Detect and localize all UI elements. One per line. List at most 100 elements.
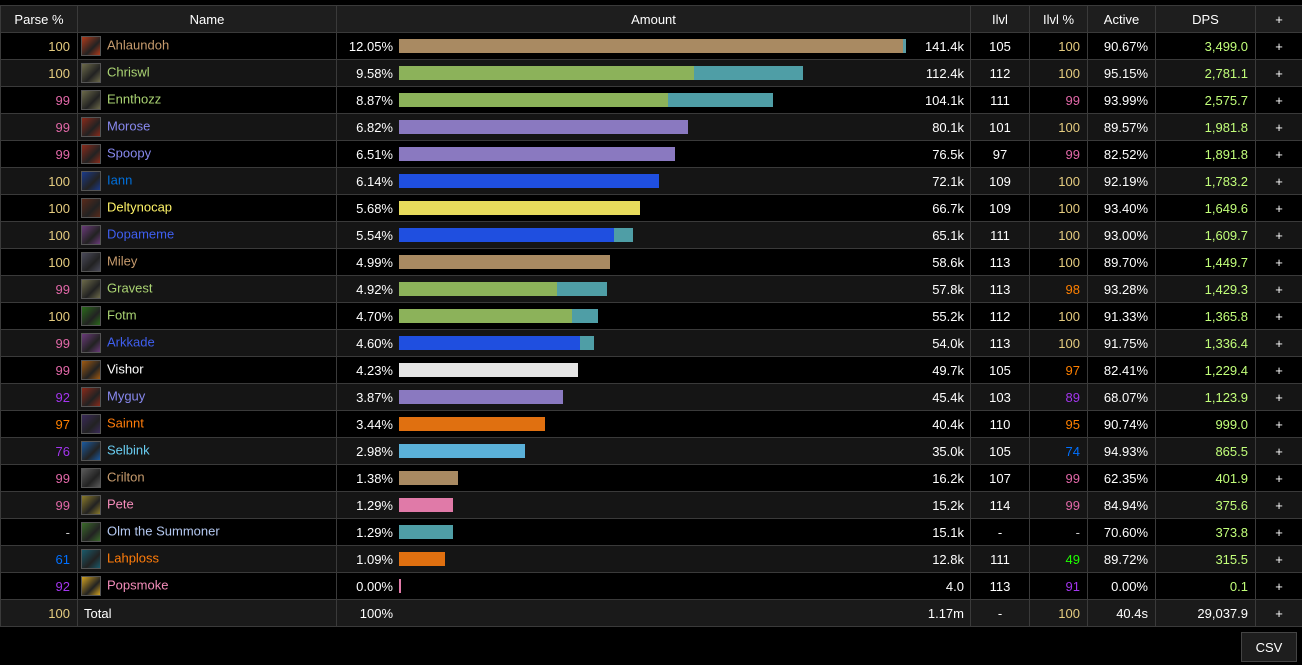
table-row[interactable]: 100 Ahlaundoh 12.05% 141.4k 105 100 90.67% 3,49… [0,32,1302,60]
expand-button[interactable]: + [1255,275,1302,303]
player-name[interactable]: Sainnt [107,415,144,431]
header-ilvl[interactable]: Ilvl [970,5,1030,33]
player-name[interactable]: Deltynocap [107,199,173,215]
player-name[interactable]: Chriswl [107,64,150,80]
expand-button[interactable]: + [1255,545,1302,573]
expand-button[interactable]: + [1255,194,1302,222]
player-name[interactable]: Selbink [107,442,150,458]
table-row[interactable]: - Olm the Summoner 1.29% 15.1k - -70.60% 373.8… [0,518,1302,546]
name-cell[interactable]: Olm the Summoner [77,518,337,546]
name-cell[interactable]: Lahploss [77,545,337,573]
expand-button[interactable]: + [1255,140,1302,168]
name-cell[interactable]: Selbink [77,437,337,465]
expand-button[interactable]: + [1255,167,1302,195]
table-row[interactable]: 100 Deltynocap 5.68% 66.7k 109 100 93.40% 1,649… [0,194,1302,222]
header-name[interactable]: Name [77,5,337,33]
table-row[interactable]: 92 Myguy 3.87% 45.4k 103 89 68.07% 1,123.9 + [0,383,1302,411]
table-row[interactable]: 92 Popsmoke 0.00% 4.0 113 91 0.00% 0.1 + [0,572,1302,600]
expand-button[interactable]: + [1255,113,1302,141]
player-name[interactable]: Miley [107,253,138,269]
player-name[interactable]: Myguy [107,388,146,404]
expand-button[interactable]: + [1255,356,1302,384]
name-cell[interactable]: Myguy [77,383,337,411]
name-cell[interactable]: Ahlaundoh [77,32,337,60]
player-name[interactable]: Crilton [107,469,145,485]
name-cell[interactable]: Popsmoke [77,572,337,600]
name-cell[interactable]: Morose [77,113,337,141]
player-name[interactable]: Spoopy [107,145,152,161]
expand-button[interactable]: + [1255,464,1302,492]
player-name[interactable]: Vishor [107,361,144,377]
expand-button[interactable]: + [1255,221,1302,249]
expand-button[interactable]: + [1255,572,1302,600]
player-name[interactable]: Morose [107,118,151,134]
table-row[interactable]: 99 Ennthozz 8.87% 104.1k 111 99 93.99% 2,575.7 + [0,86,1302,114]
player-name[interactable]: Ennthozz [107,91,162,107]
amount-cell: 9.58% 112.4k [336,59,971,87]
name-cell[interactable]: Dopameme [77,221,337,249]
expand-button[interactable]: + [1255,32,1302,60]
player-name[interactable]: Gravest [107,280,153,296]
expand-button[interactable]: + [1255,383,1302,411]
name-cell[interactable]: Fotm [77,302,337,330]
table-row[interactable]: 99 Arkkade 4.60% 54.0k 113 100 91.75% 1,336.4 + [0,329,1302,357]
player-name[interactable]: Popsmoke [107,577,169,593]
name-cell[interactable]: Iann [77,167,337,195]
header-plus[interactable]: + [1255,5,1302,33]
table-row[interactable]: 100 Chriswl 9.58% 112.4k 112 100 95.15% 2,781.1… [0,59,1302,87]
header-dps[interactable]: DPS [1155,5,1256,33]
player-name[interactable]: Pete [107,496,134,512]
table-row[interactable]: 99 Vishor 4.23% 49.7k 105 97 82.41% 1,229.4 + [0,356,1302,384]
amount-bar [399,498,453,512]
expand-button[interactable]: + [1255,437,1302,465]
csv-button[interactable]: CSV [1241,632,1297,662]
table-row[interactable]: 100 Fotm 4.70% 55.2k 112 100 91.33% 1,365.8 + [0,302,1302,330]
player-name[interactable]: Ahlaundoh [107,37,170,53]
name-cell[interactable]: Pete [77,491,337,519]
name-cell[interactable]: Spoopy [77,140,337,168]
expand-button[interactable]: + [1255,329,1302,357]
name-cell[interactable]: Ennthozz [77,86,337,114]
header-parse[interactable]: Parse % [0,5,78,33]
expand-button[interactable]: + [1255,248,1302,276]
table-row[interactable]: 99 Morose 6.82% 80.1k 101 100 89.57% 1,981.8 + [0,113,1302,141]
expand-button[interactable]: + [1255,59,1302,87]
header-ilvl-pct[interactable]: Ilvl % [1029,5,1088,33]
player-name[interactable]: Arkkade [107,334,155,350]
table-row[interactable]: 97 Sainnt 3.44% 40.4k 110 95 90.74% 999.0 + [0,410,1302,438]
expand-button[interactable]: + [1255,518,1302,546]
expand-button[interactable]: + [1255,410,1302,438]
table-row[interactable]: 99 Pete 1.29% 15.2k 114 99 84.94% 375.6 + [0,491,1302,519]
name-cell[interactable]: Deltynocap [77,194,337,222]
header-active[interactable]: Active [1087,5,1156,33]
expand-button[interactable]: + [1255,86,1302,114]
table-row[interactable]: 100 Miley 4.99% 58.6k 113 100 89.70% 1,449.7 + [0,248,1302,276]
name-cell[interactable]: Gravest [77,275,337,303]
player-name[interactable]: Iann [107,172,133,188]
player-name[interactable]: Fotm [107,307,137,323]
name-cell[interactable]: Crilton [77,464,337,492]
table-row[interactable]: 100 Dopameme 5.54% 65.1k 111 100 93.00% 1,609.7… [0,221,1302,249]
header-amount[interactable]: Amount [336,5,971,33]
total-expand-button[interactable]: + [1255,599,1302,627]
expand-button[interactable]: + [1255,302,1302,330]
table-row[interactable]: 61 Lahploss 1.09% 12.8k 111 49 89.72% 315.5 + [0,545,1302,573]
ilvl-pct-cell: 100 [1029,221,1088,249]
expand-button[interactable]: + [1255,491,1302,519]
table-row[interactable]: 99 Gravest 4.92% 57.8k 113 98 93.28% 1,429.3 + [0,275,1302,303]
name-cell[interactable]: Miley [77,248,337,276]
name-cell[interactable]: Sainnt [77,410,337,438]
name-cell[interactable]: Arkkade [77,329,337,357]
name-cell[interactable]: Chriswl [77,59,337,87]
warrior-icon [81,252,101,272]
table-row[interactable]: 76 Selbink 2.98% 35.0k 105 74 94.93% 865.5 + [0,437,1302,465]
player-name[interactable]: Olm the Summoner [107,523,220,539]
player-name[interactable]: Dopameme [107,226,175,242]
table-row[interactable]: 100 Iann 6.14% 72.1k 109 100 92.19% 1,783.2 + [0,167,1302,195]
amount-cell: 4.70% 55.2k [336,302,971,330]
table-row[interactable]: 99 Crilton 1.38% 16.2k 107 99 62.35% 401.9 + [0,464,1302,492]
ilvl-pct-cell: 100 [1029,32,1088,60]
table-row[interactable]: 99 Spoopy 6.51% 76.5k 97 99 82.52% 1,891.8 + [0,140,1302,168]
name-cell[interactable]: Vishor [77,356,337,384]
player-name[interactable]: Lahploss [107,550,160,566]
